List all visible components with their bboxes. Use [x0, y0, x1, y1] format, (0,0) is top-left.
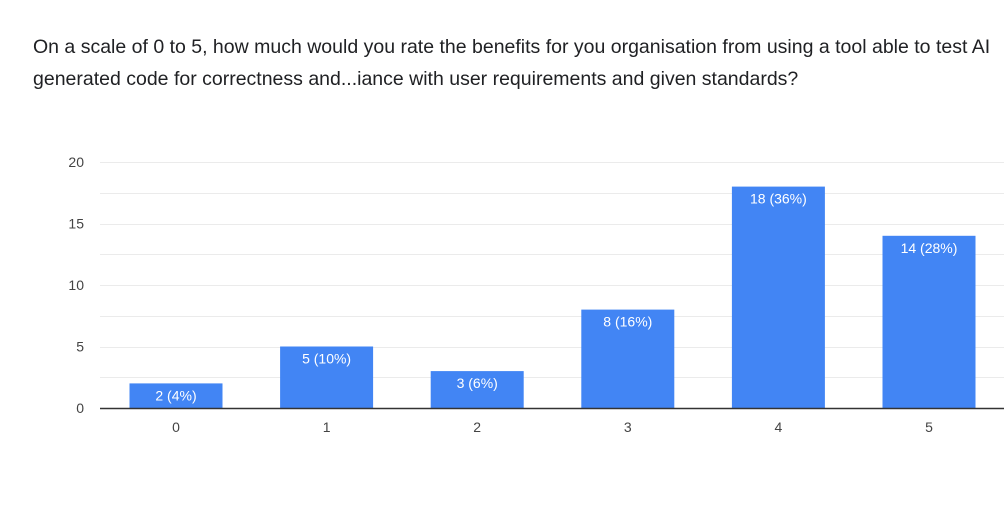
bar [280, 346, 374, 408]
bar-data-label: 8 (16%) [603, 314, 652, 330]
y-tick-label: 5 [76, 339, 84, 355]
bar-data-label: 18 (36%) [750, 191, 807, 207]
x-tick-label: 5 [925, 419, 933, 435]
bar-data-labels: 2 (4%) 5 (10%) 3 (6%) 8 (16%) 18 (36%) 14 (28… [155, 191, 957, 404]
bar-data-label: 14 (28%) [901, 240, 958, 256]
x-tick-label: 1 [323, 419, 331, 435]
x-tick-label: 4 [775, 419, 783, 435]
bar [430, 371, 524, 408]
gridlines [100, 162, 1004, 378]
bar [731, 186, 825, 408]
bar [581, 309, 675, 408]
bars [129, 186, 976, 408]
y-axis-ticks: 0 5 10 15 20 [68, 154, 84, 416]
x-tick-label: 3 [624, 419, 632, 435]
bar [882, 235, 976, 408]
bar-data-label: 3 (6%) [457, 375, 498, 391]
bar [129, 383, 223, 408]
y-tick-label: 0 [76, 400, 84, 416]
x-axis-ticks: 0 1 2 3 4 5 [172, 419, 933, 435]
x-tick-label: 2 [473, 419, 481, 435]
y-tick-label: 15 [68, 216, 84, 232]
y-tick-label: 10 [68, 277, 84, 293]
bar-data-label: 2 (4%) [155, 387, 196, 403]
question-title: On a scale of 0 to 5, how much would you… [33, 36, 991, 90]
bar-data-label: 5 (10%) [302, 351, 351, 367]
x-tick-label: 0 [172, 419, 180, 435]
y-tick-label: 20 [68, 154, 84, 170]
